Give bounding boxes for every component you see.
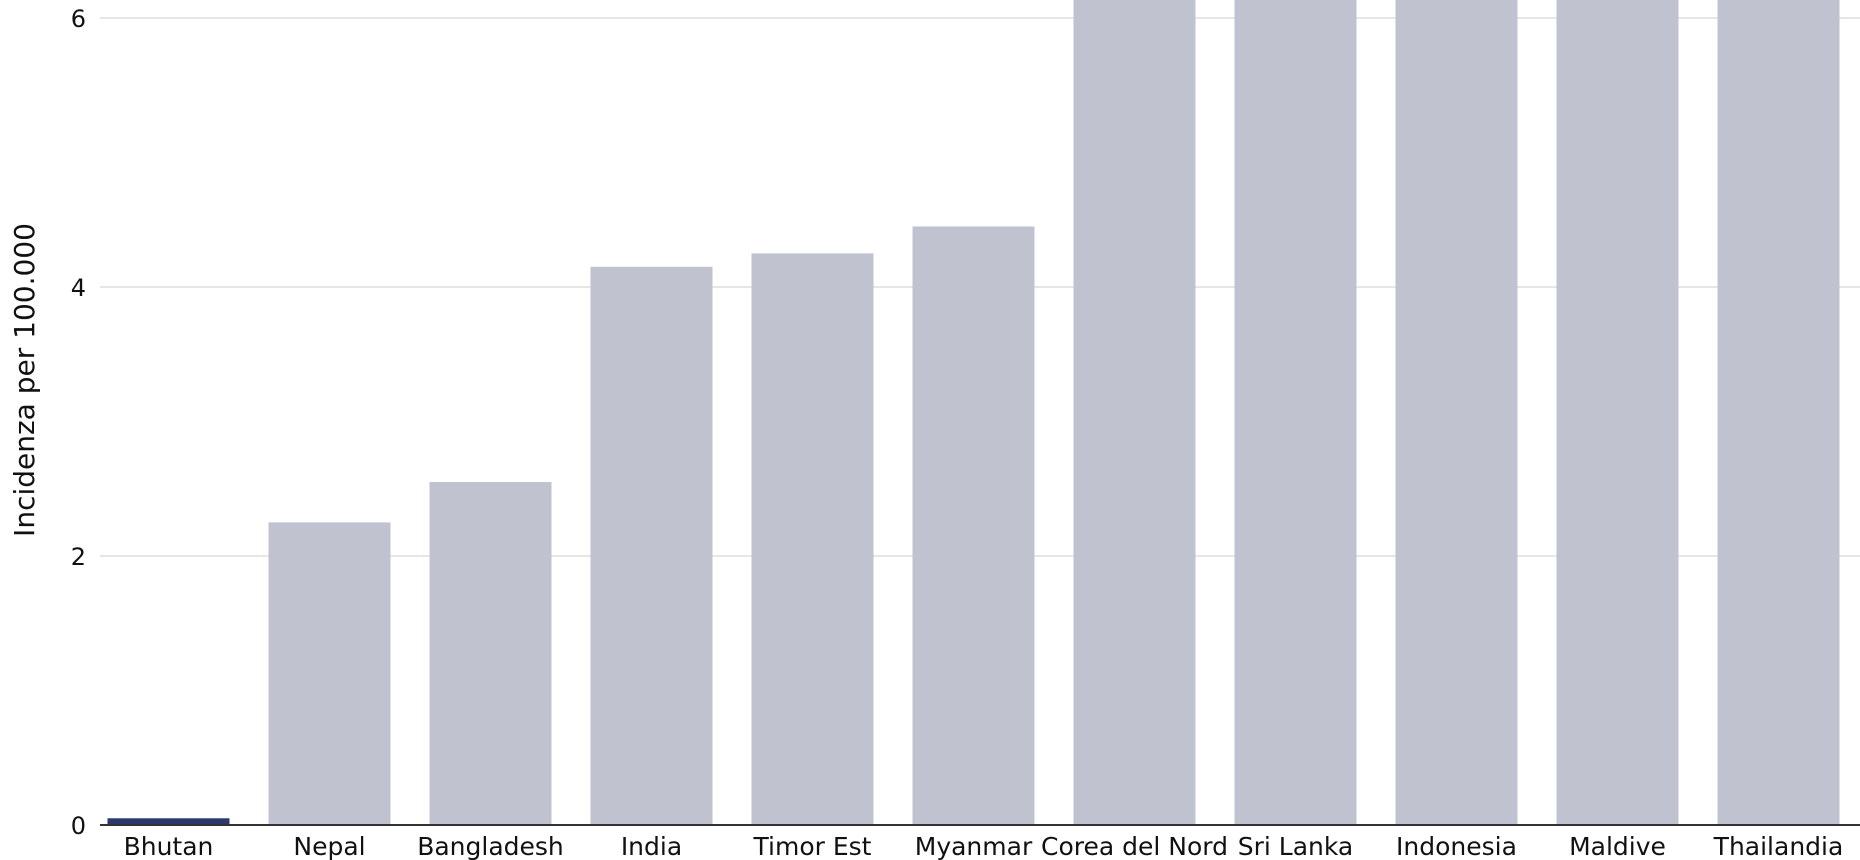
bar-thailandia (1717, 0, 1840, 825)
x-tick-label: Corea del Nord (1041, 832, 1228, 860)
bar-corea-del-nord (1073, 0, 1196, 825)
bar-sri-lanka (1234, 0, 1357, 825)
bar-bhutan (107, 818, 230, 825)
bar-indonesia (1395, 0, 1518, 825)
y-tick-labels: 024681012 (71, 5, 86, 840)
y-tick-label: 6 (71, 5, 86, 33)
bar-timor-est (751, 253, 874, 825)
y-tick-label: 2 (71, 543, 86, 571)
bar-india (590, 266, 713, 825)
x-tick-label: Timor Est (753, 832, 872, 860)
x-tick-label: Bangladesh (417, 832, 564, 860)
x-tick-label: India (621, 832, 682, 860)
bar-bangladesh (429, 482, 552, 825)
y-tick-label: 4 (71, 274, 86, 302)
bars (107, 0, 1840, 826)
bar-maldive (1556, 0, 1679, 825)
x-tick-label: Myanmar (915, 832, 1033, 860)
x-tick-label: Indonesia (1396, 832, 1517, 860)
x-tick-label: Thailandia (1713, 832, 1844, 860)
bar-myanmar (912, 226, 1035, 826)
y-tick-label: 0 (71, 812, 86, 840)
x-tick-label: Maldive (1569, 832, 1666, 860)
x-tick-label: Bhutan (124, 832, 214, 860)
x-tick-label: Sri Lanka (1238, 832, 1354, 860)
y-axis-label: Incidenza per 100.000 (8, 223, 41, 537)
bar-nepal (268, 522, 391, 825)
x-tick-labels: Bhutan Nepal Bangladesh India Timor Est Myanm… (124, 832, 1844, 860)
x-tick-label: Nepal (293, 832, 365, 860)
